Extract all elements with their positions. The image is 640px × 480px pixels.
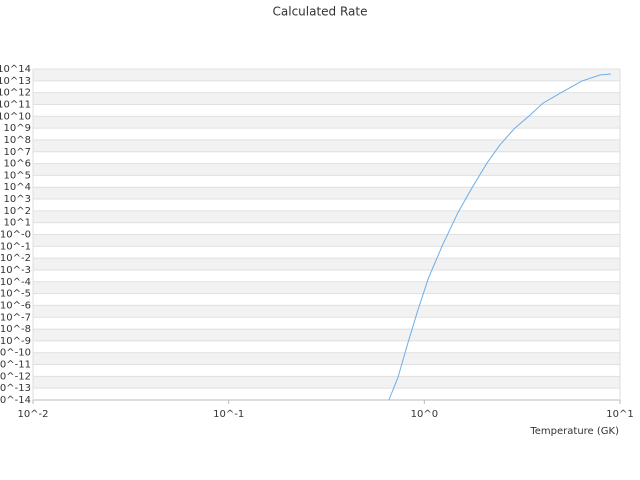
y-tick-label: 10^11: [0, 99, 31, 110]
grid-band: [33, 69, 620, 81]
y-tick-label: 10^4: [4, 182, 31, 193]
y-tick-label: 10^5: [4, 170, 31, 181]
grid-band: [33, 388, 620, 400]
y-tick-label: 10^-8: [0, 324, 31, 335]
grid-band: [33, 222, 620, 235]
grid-band: [33, 128, 620, 140]
y-tick-label: 10^2: [4, 206, 31, 217]
grid-band: [33, 376, 620, 389]
y-tick-label: 10^12: [0, 88, 31, 99]
grid-band: [33, 104, 620, 117]
y-tick-label: 10^14: [0, 64, 31, 75]
grid-band: [33, 92, 620, 105]
y-tick-label: 10^-11: [0, 360, 31, 371]
y-tick-label: 10^-1: [0, 241, 31, 252]
grid-band: [33, 269, 620, 282]
x-axis-label: Temperature (GK): [529, 426, 619, 437]
data-line: [388, 73, 611, 401]
y-tick-label: 10^-9: [0, 336, 31, 347]
y-tick-label: 10^9: [4, 123, 31, 134]
x-tick-label: 10^-1: [213, 409, 244, 420]
grid-band: [33, 151, 620, 164]
grid-band: [33, 163, 620, 176]
y-tick-label: 10^-0: [0, 230, 31, 241]
y-tick-label: 10^13: [0, 76, 31, 87]
grid-band: [33, 199, 620, 211]
grid-band: [33, 281, 620, 294]
grid-band: [33, 329, 620, 341]
grid-band: [33, 340, 620, 353]
grid-band: [33, 317, 620, 330]
grid-band: [33, 80, 620, 93]
grid-band: [33, 352, 620, 365]
grid-band: [33, 234, 620, 247]
grid-band: [33, 175, 620, 188]
grid-band: [33, 187, 620, 200]
grid-band: [33, 246, 620, 259]
y-tick-label: 10^10: [0, 111, 31, 122]
y-tick-label: 10^-12: [0, 371, 31, 382]
x-tick-label: 10^0: [411, 409, 438, 420]
grid-band: [33, 305, 620, 318]
y-tick-label: 10^-13: [0, 383, 31, 394]
y-tick-label: 10^-4: [0, 277, 31, 288]
y-tick-label: 10^-10: [0, 348, 31, 359]
grid-band: [33, 210, 620, 223]
y-tick-label: 10^1: [4, 218, 31, 229]
grid-band: [33, 258, 620, 270]
y-tick-label: 10^-7: [0, 312, 31, 323]
y-tick-label: 10^-2: [0, 253, 31, 264]
y-tick-label: 10^8: [4, 135, 31, 146]
x-tick-label: 10^-2: [17, 409, 48, 420]
y-tick-label: 10^3: [4, 194, 31, 205]
grid-band: [33, 139, 620, 152]
y-tick-label: 10^-3: [0, 265, 31, 276]
y-tick-label: 10^-14: [0, 395, 31, 406]
x-tick-label: 10^1: [606, 409, 633, 420]
grid-band: [33, 293, 620, 306]
chart-title: Calculated Rate: [273, 5, 368, 19]
grid-band: [33, 364, 620, 377]
y-tick-label: 10^6: [4, 159, 31, 170]
y-tick-label: 10^-6: [0, 300, 31, 311]
y-tick-label: 10^-5: [0, 289, 31, 300]
y-tick-label: 10^7: [4, 147, 31, 158]
grid-band: [33, 116, 620, 129]
